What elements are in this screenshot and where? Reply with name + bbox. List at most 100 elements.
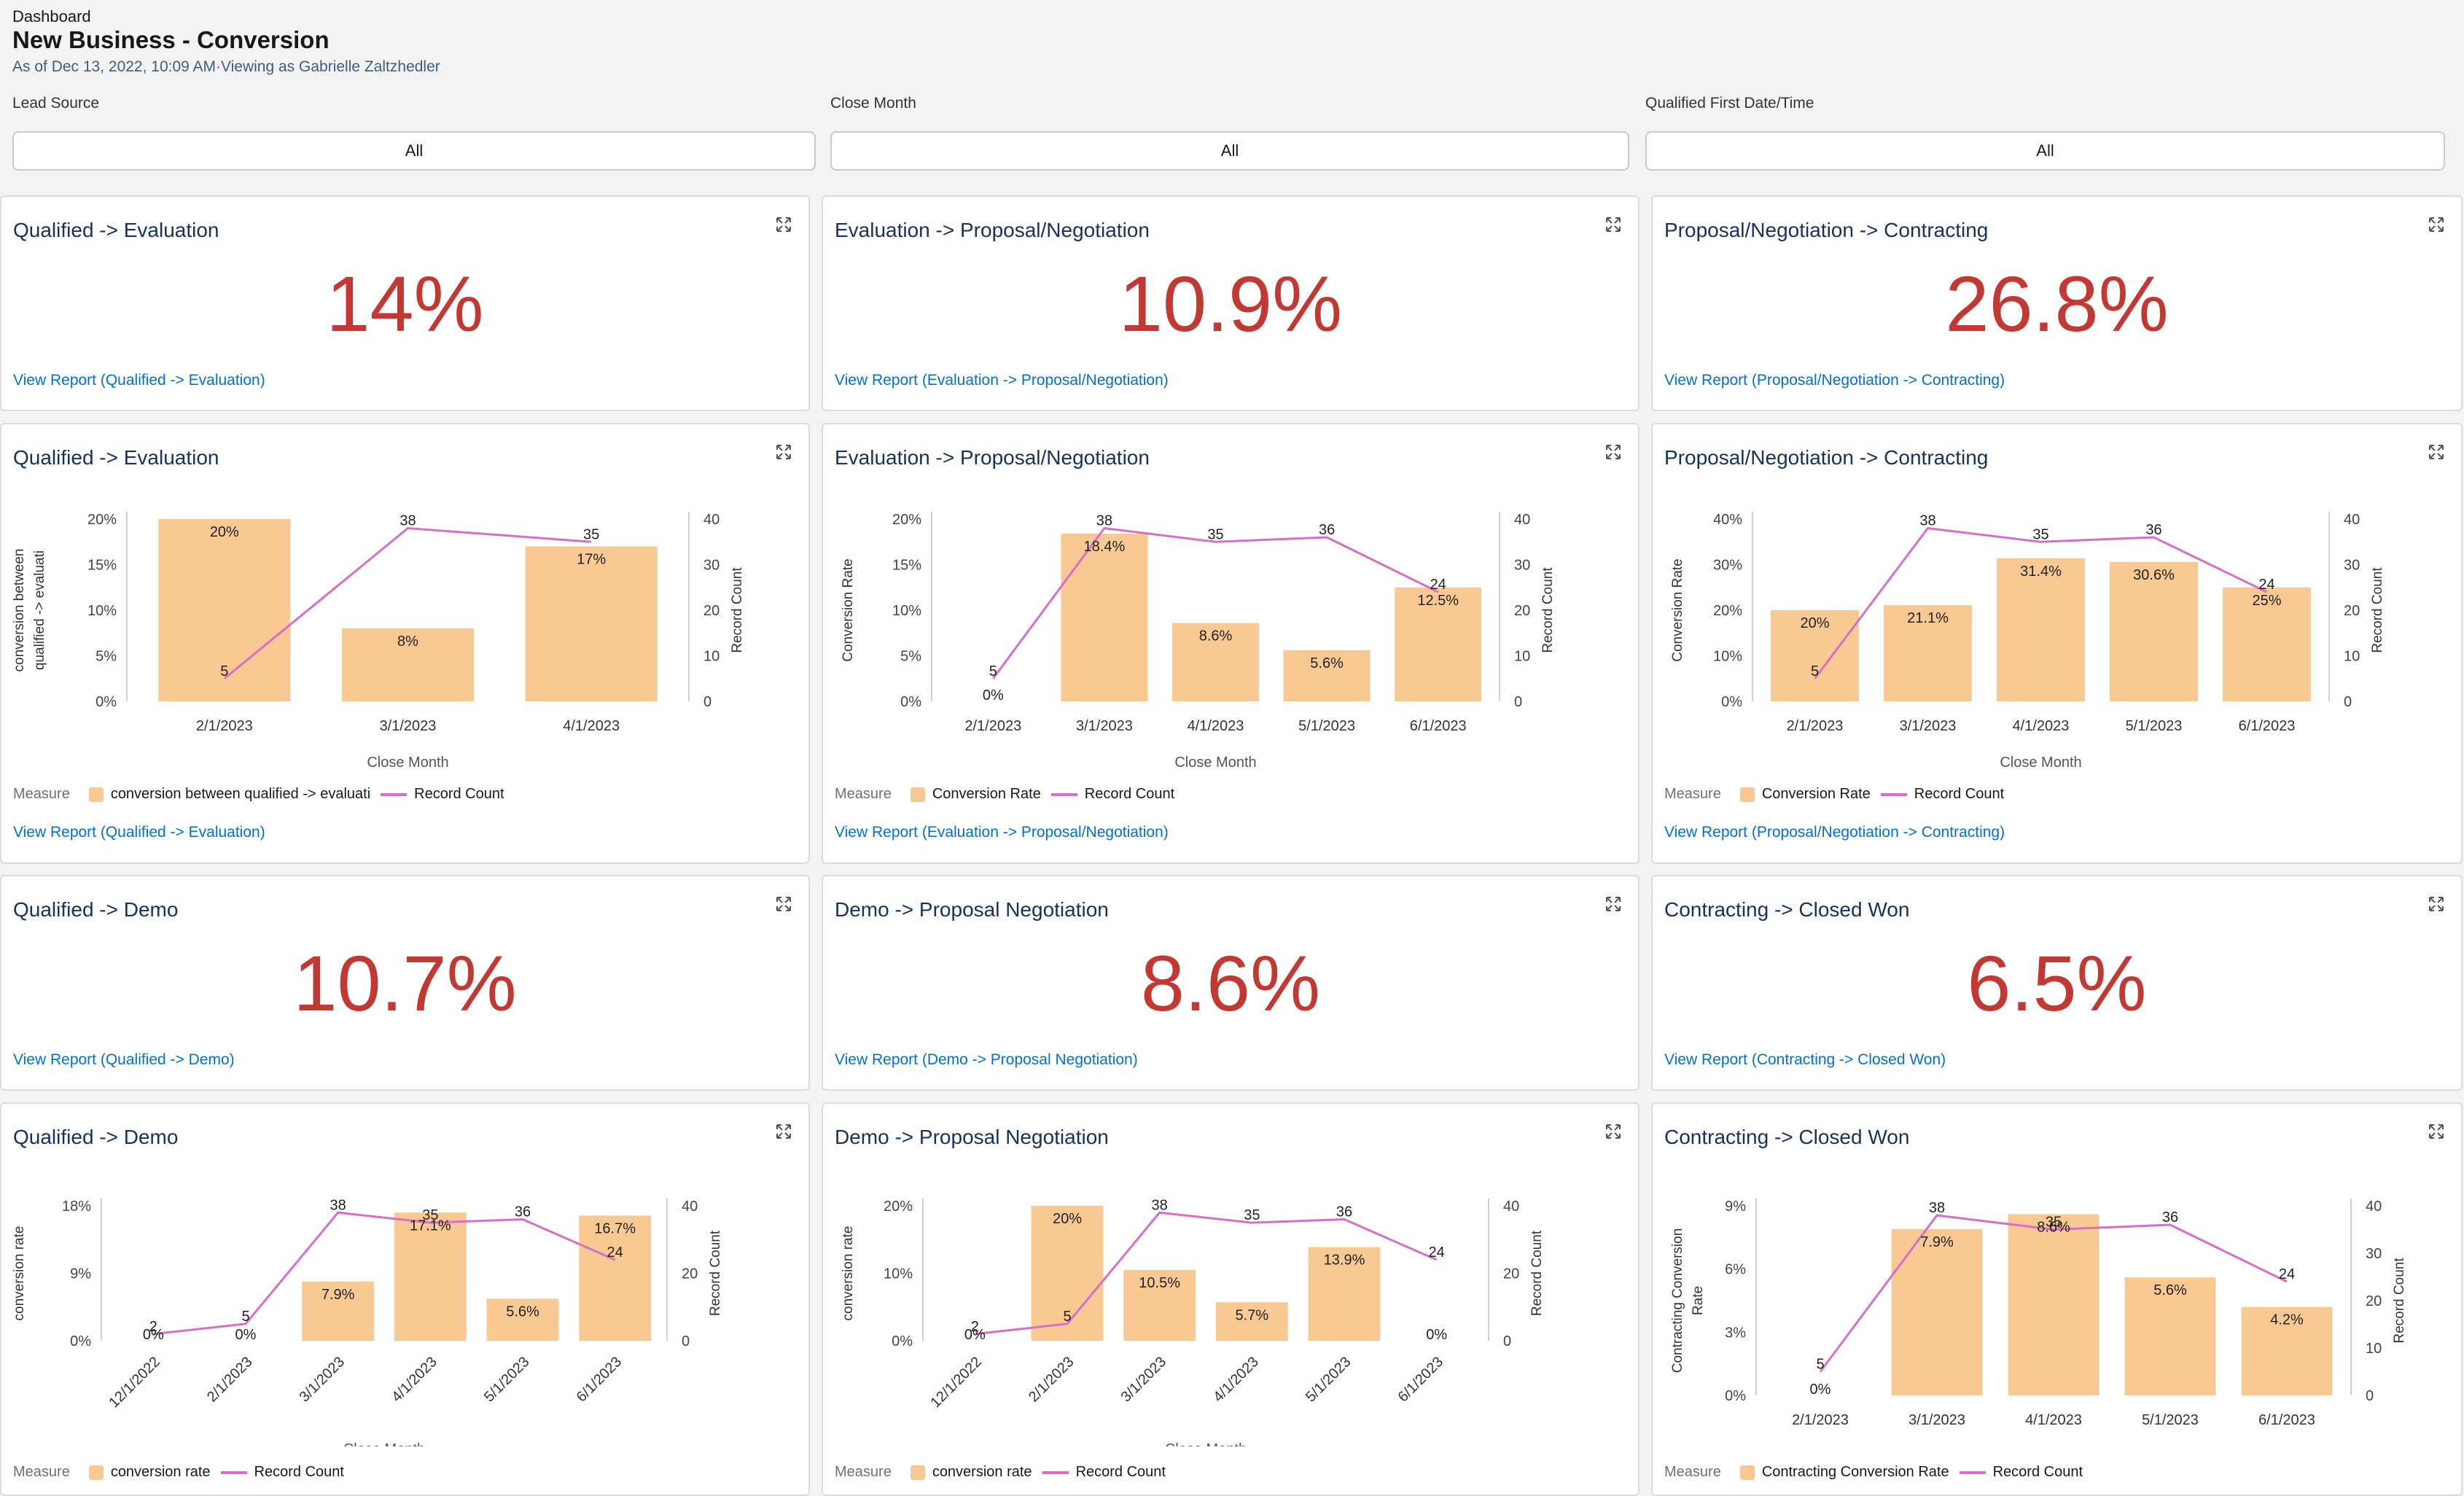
y-tick-label: 5% xyxy=(900,649,921,665)
legend-item-line[interactable]: Record Count xyxy=(1042,1464,1166,1481)
x-tick-label: 3/1/2023 xyxy=(1118,1354,1170,1406)
combo-chart[interactable]: 0% 9% 18% 0 20 40 conversion rate Record Count 0… xyxy=(1,1104,811,1446)
metric-value: 26.8% xyxy=(1945,260,2169,348)
y-tick-label: 18% xyxy=(62,1199,91,1215)
expand-icon[interactable] xyxy=(2428,216,2445,233)
card-title: Qualified -> Demo xyxy=(13,898,179,921)
x-axis-title: Close Month xyxy=(1165,1441,1247,1446)
legend-label: Measure xyxy=(835,1464,892,1480)
y-tick-label: 10% xyxy=(892,603,921,619)
bar xyxy=(341,628,475,701)
view-report-link[interactable]: View Report (Evaluation -> Proposal/Nego… xyxy=(835,824,1169,841)
view-report-link[interactable]: View Report (Proposal/Negotiation -> Con… xyxy=(1664,824,2005,841)
card-title: Demo -> Proposal Negotiation xyxy=(835,1126,1109,1148)
expand-icon[interactable] xyxy=(2428,895,2445,913)
expand-icon[interactable] xyxy=(775,895,792,913)
combo-chart[interactable]: 0% 10% 20% 30% 40% 0 10 20 30 40 Conversion Rate Re… xyxy=(1653,424,2464,774)
y2-tick-label: 20 xyxy=(2344,603,2360,619)
bar-value-label: 5.6% xyxy=(2153,1282,2187,1298)
y2-axis-title: Record Count xyxy=(708,1230,723,1316)
card-title: Qualified -> Demo xyxy=(13,1126,179,1148)
chart-legend: Measure conversion between qualified -> … xyxy=(13,786,504,803)
y2-tick-label: 0 xyxy=(703,694,711,710)
y-axis-title: Conversion Rate xyxy=(841,558,856,662)
y2-axis-title: Record Count xyxy=(730,567,745,653)
x-tick-label: 4/1/2023 xyxy=(1188,718,1244,734)
expand-icon[interactable] xyxy=(1605,443,1622,461)
expand-icon[interactable] xyxy=(775,1123,792,1140)
legend-item-bar[interactable]: conversion rate xyxy=(88,1464,211,1481)
filter-qualified-first-date-select[interactable]: All xyxy=(1645,131,2445,171)
y2-tick-label: 30 xyxy=(703,558,720,574)
record-count-line xyxy=(1814,526,2268,679)
legend-item-bar[interactable]: Contracting Conversion Rate xyxy=(1739,1464,1949,1481)
bar xyxy=(579,1215,652,1341)
y-axis-title: qualified -> evaluati xyxy=(32,550,47,670)
y-tick-label: 5% xyxy=(95,649,117,665)
expand-icon[interactable] xyxy=(2428,1123,2445,1140)
view-report-link[interactable]: View Report (Demo -> Proposal Negotiatio… xyxy=(835,1051,1138,1068)
expand-icon[interactable] xyxy=(2428,443,2445,461)
legend-item-bar[interactable]: conversion rate xyxy=(910,1464,1032,1481)
view-report-link[interactable]: View Report (Qualified -> Evaluation) xyxy=(13,824,265,841)
breadcrumb[interactable]: Dashboard xyxy=(12,7,91,26)
combo-chart[interactable]: 0% 5% 10% 15% 20% 0 10 20 30 40 Conversion Rate Rec… xyxy=(823,424,1641,774)
chart-legend: Measure conversion rate Record Count xyxy=(835,1464,1166,1481)
line-value-label: 36 xyxy=(1336,1204,1352,1220)
y-axis-title: conversion rate xyxy=(841,1226,856,1321)
y-tick-label: 9% xyxy=(1725,1199,1746,1215)
x-tick-label: 6/1/2023 xyxy=(1410,718,1467,734)
legend-label: Measure xyxy=(1664,786,1721,802)
legend-item-line[interactable]: Record Count xyxy=(1050,786,1174,803)
y-tick-label: 30% xyxy=(1713,558,1742,574)
legend-item-line[interactable]: Record Count xyxy=(1880,786,2004,803)
combo-chart[interactable]: 0% 3% 6% 9% 0 10 20 30 40 Contracting Conversion R… xyxy=(1653,1104,2464,1446)
legend-item-bar[interactable]: Conversion Rate xyxy=(910,786,1041,803)
bar xyxy=(1395,587,1482,701)
line-value-label: 5 xyxy=(220,663,228,679)
y-tick-label: 15% xyxy=(87,558,117,574)
filter-label: Qualified First Date/Time xyxy=(1645,95,1814,112)
view-report-link[interactable]: View Report (Evaluation -> Proposal/Nego… xyxy=(835,372,1169,389)
legend-item-line[interactable]: Record Count xyxy=(381,786,504,803)
legend-item-line[interactable]: Record Count xyxy=(1959,1464,2083,1481)
expand-icon[interactable] xyxy=(775,443,792,461)
view-report-link[interactable]: View Report (Contracting -> Closed Won) xyxy=(1664,1051,1946,1068)
bar-value-label: 5.6% xyxy=(1310,655,1344,671)
view-report-link[interactable]: View Report (Qualified -> Demo) xyxy=(13,1051,235,1068)
y-tick-label: 10% xyxy=(1713,649,1742,665)
x-tick-label: 2/1/2023 xyxy=(1787,718,1844,734)
chart-card-demo-proposal: Demo -> Proposal Negotiation 0% 10% 20% 0 20… xyxy=(822,1102,1640,1496)
combo-chart[interactable]: 0% 5% 10% 15% 20% 0 10 20 30 40 conversion between… xyxy=(1,424,811,774)
y2-tick-label: 40 xyxy=(682,1199,698,1215)
y2-axis-title: Record Count xyxy=(2392,1258,2407,1344)
line-value-label: 5 xyxy=(1816,1357,1824,1373)
expand-icon[interactable] xyxy=(1605,216,1622,233)
view-report-link[interactable]: View Report (Qualified -> Evaluation) xyxy=(13,372,265,389)
bar xyxy=(2110,561,2198,701)
line-value-label: 38 xyxy=(399,513,416,529)
chart-legend: Measure conversion rate Record Count xyxy=(13,1464,344,1481)
legend-item-bar[interactable]: conversion between qualified -> evaluati xyxy=(88,786,370,803)
expand-icon[interactable] xyxy=(1605,1123,1622,1140)
metric-card-qualified-demo: Qualified -> Demo 10.7% View Report (Qua… xyxy=(0,875,810,1091)
line-value-label: 24 xyxy=(1429,1244,1445,1261)
y2-tick-label: 10 xyxy=(703,649,720,665)
expand-icon[interactable] xyxy=(775,216,792,233)
filter-lead-source-select[interactable]: All xyxy=(12,131,816,171)
line-value-label: 36 xyxy=(2162,1209,2178,1226)
view-report-link[interactable]: View Report (Proposal/Negotiation -> Con… xyxy=(1664,372,2005,389)
x-axis-title: Close Month xyxy=(367,755,448,771)
legend-item-line[interactable]: Record Count xyxy=(220,1464,344,1481)
x-tick-label: 5/1/2023 xyxy=(1298,718,1355,734)
legend-item-bar[interactable]: Conversion Rate xyxy=(1739,786,1871,803)
bar-value-label: 0% xyxy=(1426,1327,1447,1343)
expand-icon[interactable] xyxy=(1605,895,1622,913)
filter-close-month-select[interactable]: All xyxy=(830,131,1629,171)
bar-value-label: 20% xyxy=(1800,615,1829,631)
x-tick-label: 2/1/2023 xyxy=(1792,1412,1849,1428)
chart-legend: Measure Conversion Rate Record Count xyxy=(1664,786,2004,803)
bar xyxy=(1171,623,1260,701)
y2-tick-label: 0 xyxy=(1503,1333,1511,1349)
